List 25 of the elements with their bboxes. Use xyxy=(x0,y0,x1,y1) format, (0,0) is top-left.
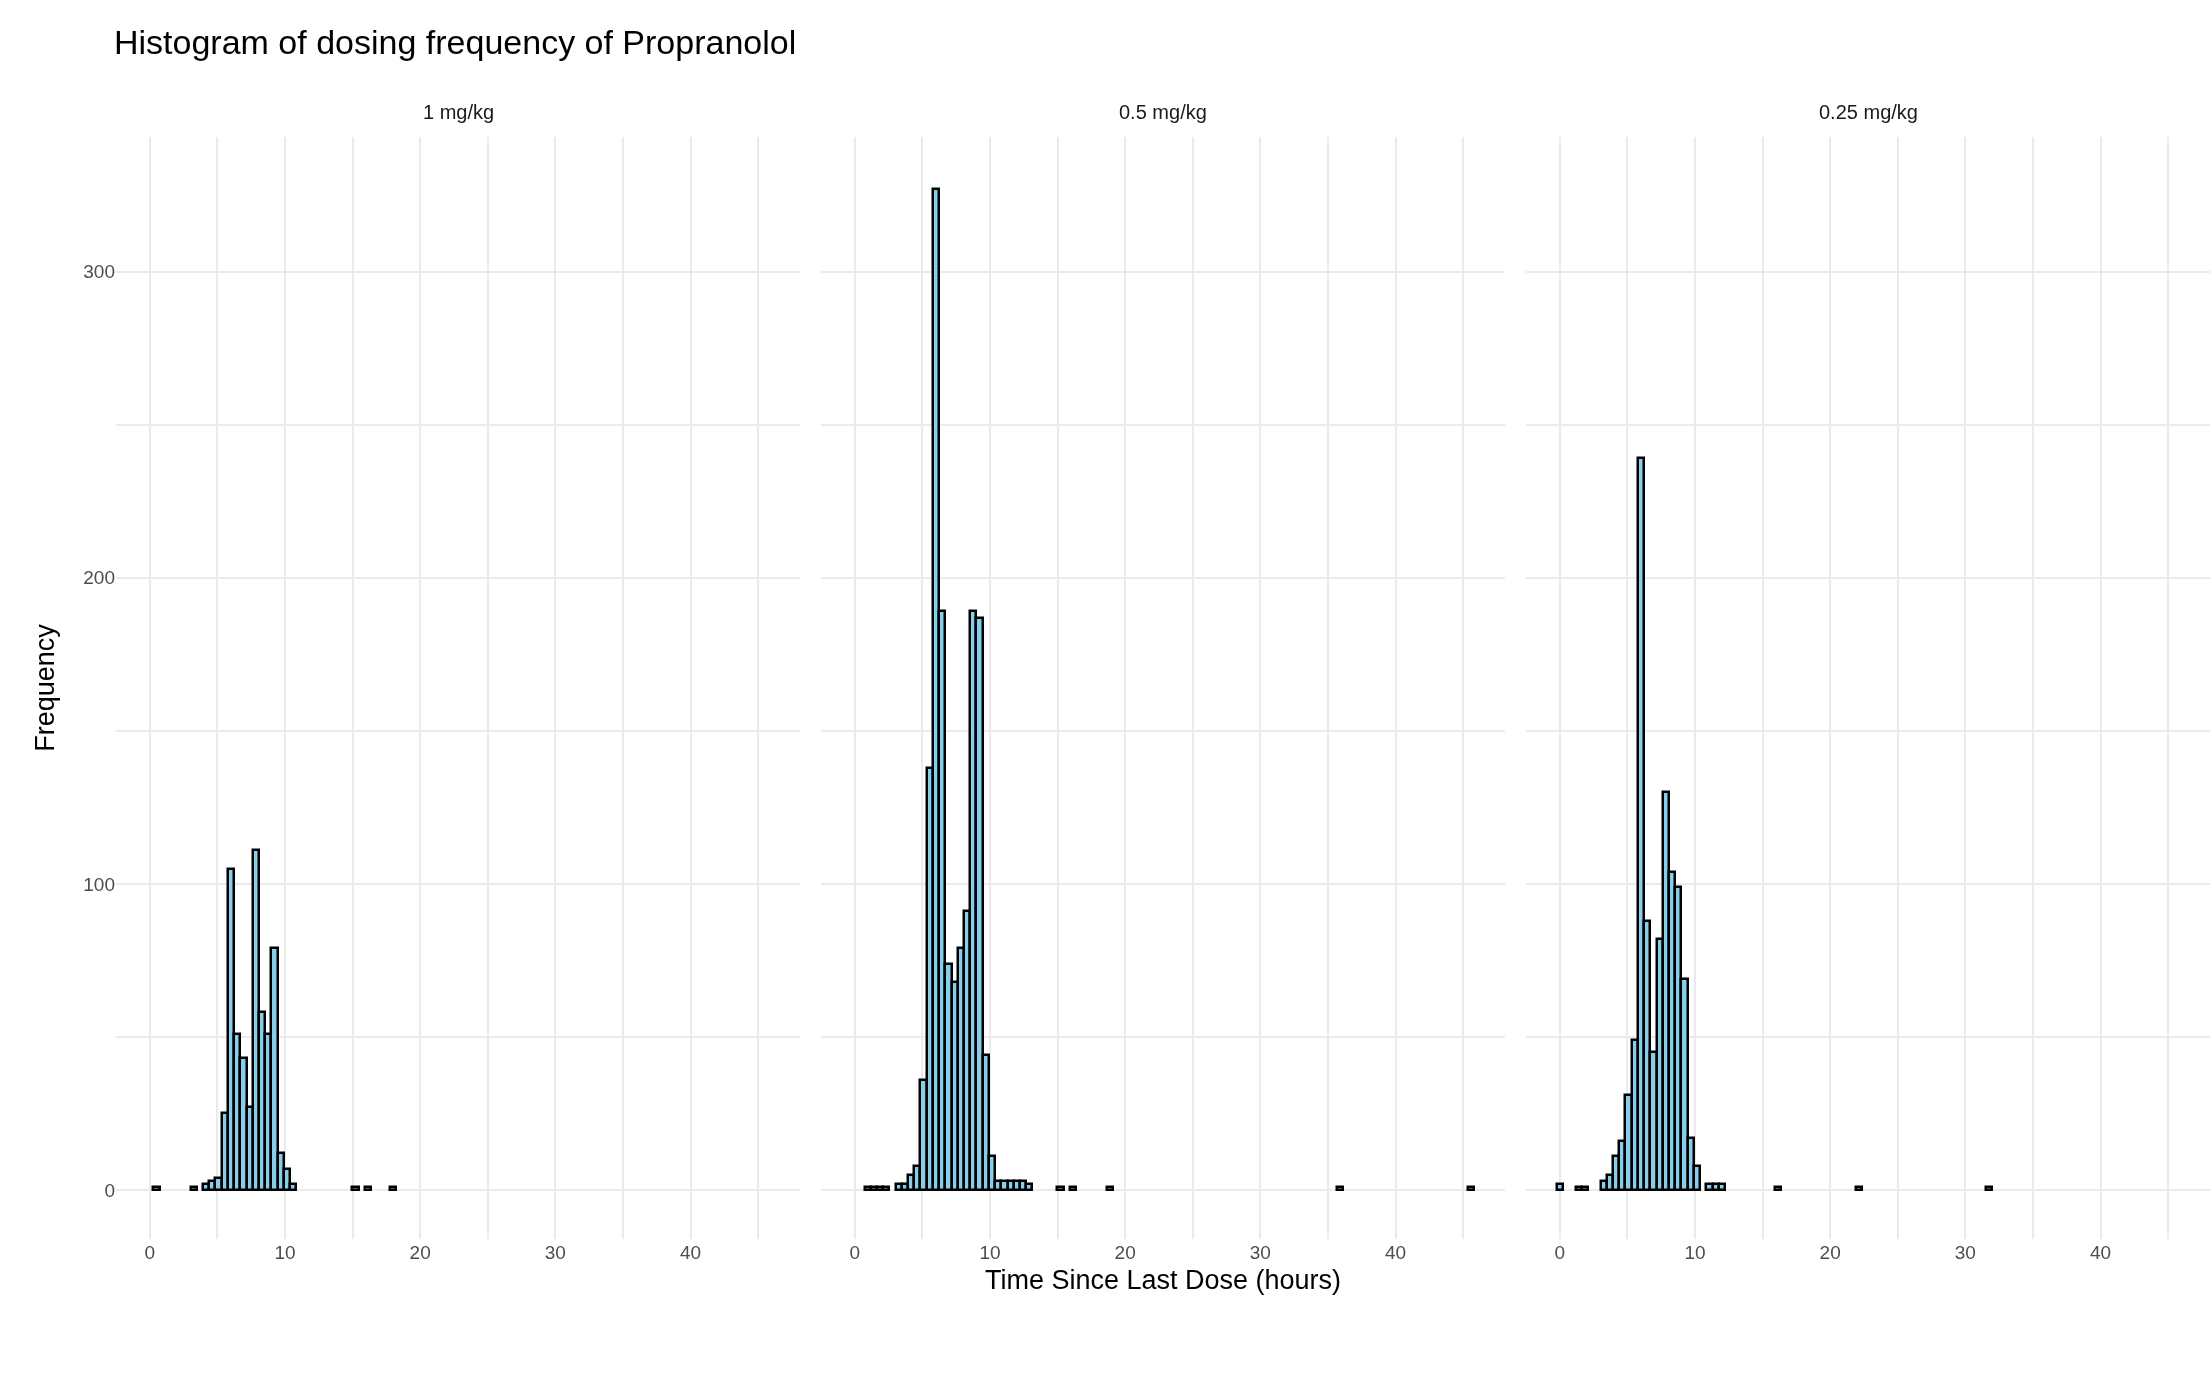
x-tick-label: 30 xyxy=(544,1242,566,1263)
x-tick-label: 0 xyxy=(1554,1242,1566,1263)
chart-subtitle: 1 mg/kg xyxy=(423,101,495,123)
x-tick-label: 30 xyxy=(1954,1242,1976,1263)
x-tick-label: 10 xyxy=(1684,1242,1706,1263)
x-tick-label: 30 xyxy=(1249,1242,1271,1263)
x-axis-title: Time Since Last Dose (hours) xyxy=(984,1265,1342,1296)
x-tick-label: 10 xyxy=(979,1242,1001,1263)
chart-subtitle: 0.5 mg/kg xyxy=(1119,101,1207,123)
x-tick-label: 0 xyxy=(849,1242,861,1263)
chart-subtitle: 0.25 mg/kg xyxy=(1819,101,1918,123)
y-tick-label: 300 xyxy=(83,261,115,283)
y-tick-label: 200 xyxy=(83,567,115,589)
chart-title: Histogram of dosing frequency of Propranolol xyxy=(114,22,797,61)
x-tick-label: 40 xyxy=(1384,1242,1407,1263)
x-tick-label: 0 xyxy=(144,1242,156,1263)
x-tick-label: 40 xyxy=(2089,1242,2112,1263)
x-tick-label: 20 xyxy=(1819,1242,1841,1263)
x-tick-label: 40 xyxy=(679,1242,702,1263)
y-tick-label: 0 xyxy=(104,1179,115,1201)
x-tick-label: 10 xyxy=(274,1242,296,1263)
x-tick-label: 20 xyxy=(1114,1242,1136,1263)
x-tick-label: 20 xyxy=(409,1242,431,1263)
y-tick-label: 100 xyxy=(83,873,115,895)
y-axis-title: Frequency xyxy=(30,623,61,752)
